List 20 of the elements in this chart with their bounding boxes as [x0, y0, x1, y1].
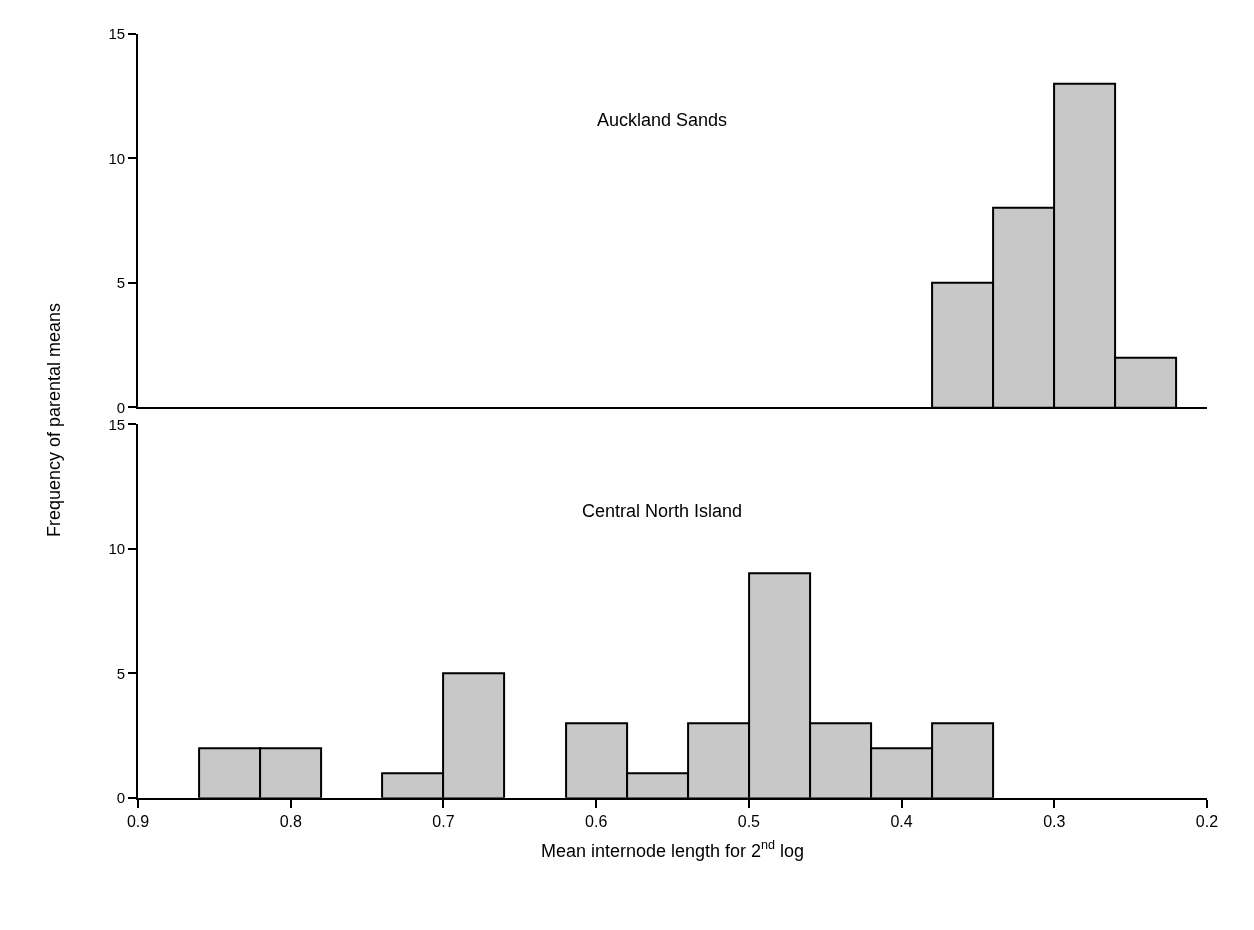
x-tick-label: 0.5 [737, 813, 761, 831]
y-tick-label: 5 [116, 274, 126, 292]
x-tick-label: 0.3 [1043, 813, 1066, 831]
y-tick-label: 15 [108, 415, 126, 433]
y-tick-label: 0 [116, 789, 126, 807]
text: Auckland Sands [597, 110, 728, 130]
x-tick-label: 0.8 [279, 813, 303, 831]
x-tick-label: 0.4 [890, 813, 913, 831]
x-tick-label: 0.7 [432, 813, 455, 831]
x-axis-title: Mean internode length for 2$^{nd}$ log [540, 838, 805, 861]
y-axis-title: Frequency of parental means [43, 302, 64, 538]
text: Central North Island [582, 501, 743, 521]
y-tick-label: 10 [108, 540, 126, 558]
y-tick-label: 0 [116, 398, 126, 416]
x-tick-label: 0.2 [1195, 813, 1219, 831]
y-tick-label: 15 [108, 24, 126, 42]
x-tick-label: 0.9 [126, 813, 150, 831]
x-tick-label: 0.6 [585, 813, 608, 831]
y-tick-label: 5 [116, 664, 126, 682]
y-tick-label: 10 [108, 149, 126, 167]
